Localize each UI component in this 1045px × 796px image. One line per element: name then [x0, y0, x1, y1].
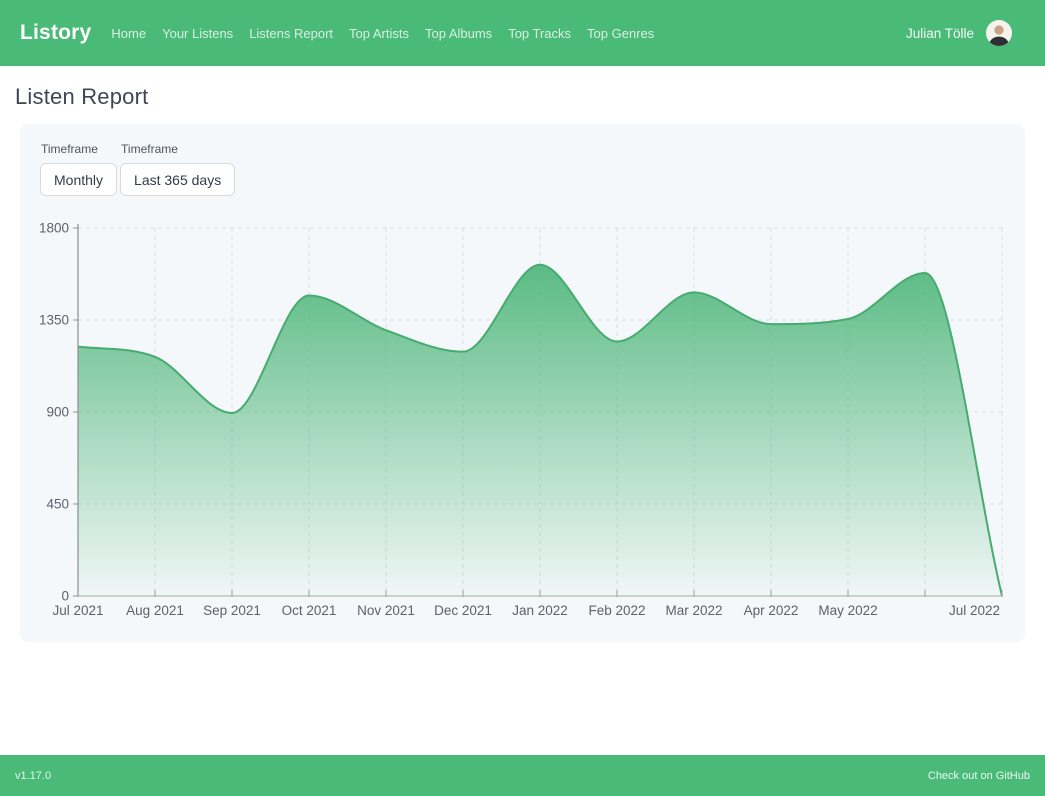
nav-item-home[interactable]: Home: [111, 25, 147, 41]
timeframe-range-select[interactable]: Last 365 days: [120, 163, 236, 196]
top-navbar: Listory Home Your Listens Listens Report…: [0, 0, 1045, 66]
avatar-photo: [986, 20, 1012, 46]
timeframe-range-label: Timeframe: [121, 142, 178, 156]
svg-text:May 2022: May 2022: [818, 603, 877, 618]
svg-text:Nov 2021: Nov 2021: [357, 603, 415, 618]
nav-item-top-albums[interactable]: Top Albums: [424, 25, 493, 41]
chart-line: [77, 263, 1003, 597]
timeframe-range-group: Timeframe Last 365 days: [120, 140, 236, 196]
app-version: v1.17.0: [15, 769, 52, 782]
svg-text:1800: 1800: [39, 222, 69, 236]
user-avatar[interactable]: [986, 20, 1012, 46]
svg-text:900: 900: [46, 405, 69, 420]
github-link[interactable]: Check out on GitHub: [927, 769, 1030, 782]
nav-item-top-artists[interactable]: Top Artists: [349, 25, 409, 41]
app-logo[interactable]: Listory: [20, 21, 92, 44]
chart-ticks: [73, 227, 1003, 597]
user-menu[interactable]: Julian Tölle: [906, 20, 1012, 46]
chart-area-fill: [78, 264, 1002, 596]
timeframe-controls: Timeframe Monthly Timeframe Last 365 day…: [40, 140, 1005, 196]
svg-text:Aug 2021: Aug 2021: [126, 603, 184, 618]
svg-text:0: 0: [61, 589, 69, 604]
svg-text:Dec 2021: Dec 2021: [434, 603, 492, 618]
listens-chart: 0 450 900 1350 1800 Jul 2021 Aug 2021 Sep 2021 O…: [39, 222, 1003, 618]
chart-axis-labels: 0 450 900 1350 1800 Jul 2021 Aug 2021 Sep 2021 O…: [39, 222, 1000, 618]
nav-item-your-listens[interactable]: Your Listens: [162, 25, 234, 41]
svg-text:Oct 2021: Oct 2021: [282, 603, 337, 618]
timeframe-type-label: Timeframe: [41, 142, 98, 156]
footer: v1.17.0 Check out on GitHub: [0, 755, 1045, 796]
nav-item-top-genres[interactable]: Top Genres: [587, 25, 655, 41]
svg-text:Feb 2022: Feb 2022: [588, 603, 645, 618]
nav-item-listens-report[interactable]: Listens Report: [249, 25, 334, 41]
svg-text:Jul 2022: Jul 2022: [949, 603, 1000, 618]
nav-item-top-tracks[interactable]: Top Tracks: [508, 25, 572, 41]
report-card: Timeframe Monthly Timeframe Last 365 day…: [20, 124, 1025, 642]
user-name: Julian Tölle: [905, 25, 974, 41]
timeframe-type-select[interactable]: Monthly: [40, 163, 118, 196]
main-content: Listen Report Timeframe Monthly Timefram…: [0, 83, 1045, 642]
svg-text:Sep 2021: Sep 2021: [203, 603, 261, 618]
svg-text:Jan 2022: Jan 2022: [512, 603, 568, 618]
svg-text:Jul 2021: Jul 2021: [52, 603, 103, 618]
svg-text:1350: 1350: [39, 313, 69, 328]
svg-text:450: 450: [46, 497, 69, 512]
page-title: Listen Report: [15, 84, 149, 109]
main-nav: Home Your Listens Listens Report Top Art…: [111, 26, 670, 41]
timeframe-type-group: Timeframe Monthly: [40, 140, 118, 196]
svg-text:Mar 2022: Mar 2022: [665, 603, 722, 618]
svg-text:Apr 2022: Apr 2022: [744, 603, 799, 618]
